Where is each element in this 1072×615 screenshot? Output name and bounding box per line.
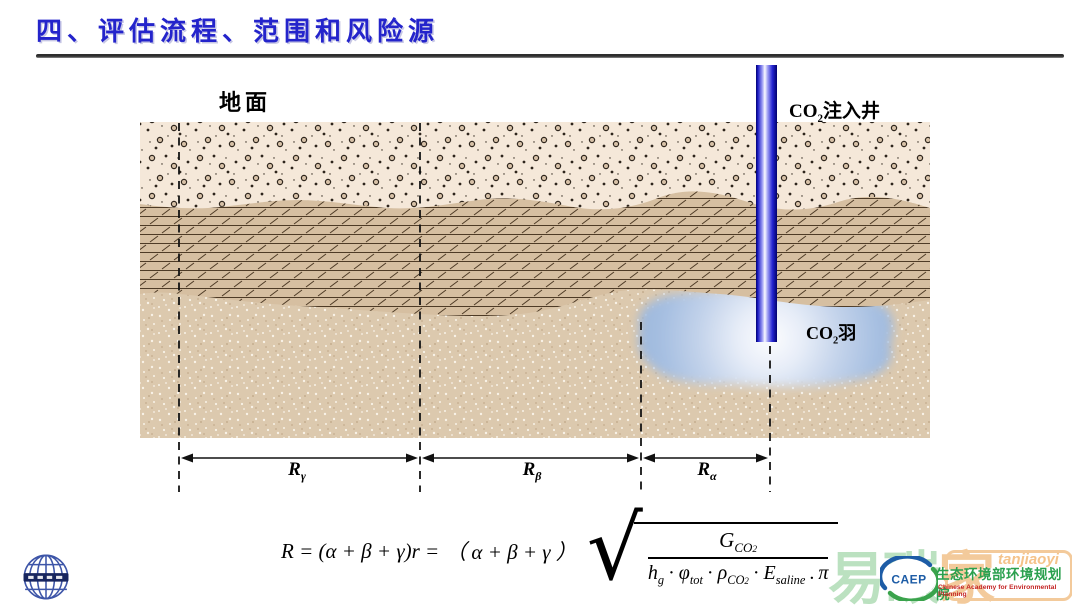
den-dot2: · bbox=[706, 562, 714, 584]
institute-name-cn: 生态环境部环境规划院 bbox=[936, 567, 1062, 602]
title-divider bbox=[36, 54, 1064, 58]
slide: { "title": "四、评估流程、范围和风险源", "diagram": {… bbox=[15, 17, 1072, 611]
r-gamma-base: R bbox=[288, 459, 301, 480]
num-sub-co: CO bbox=[734, 540, 753, 556]
num-sub-2: 2 bbox=[752, 545, 758, 556]
formula-radicand: GCO2 hg · φtot · ρCO2 · Esaline. π bbox=[633, 522, 839, 587]
r-alpha-base: R bbox=[697, 459, 711, 480]
well-label-sub2: 2 bbox=[817, 112, 824, 125]
den-h-sub: g bbox=[657, 573, 665, 587]
page-title: 四、评估流程、范围和风险源 bbox=[36, 17, 440, 46]
num-G: G bbox=[719, 528, 735, 552]
radius-arrow-gamma bbox=[181, 453, 418, 463]
den-E: E bbox=[763, 562, 776, 584]
topsoil-layer bbox=[140, 122, 930, 210]
den-dot1: · bbox=[668, 562, 675, 584]
den-E-sub: saline bbox=[775, 573, 806, 587]
r-alpha-sub: α bbox=[710, 468, 717, 483]
r-beta-sub: β bbox=[535, 468, 542, 483]
den-phi: φ bbox=[678, 562, 690, 584]
plume-label-cn: 羽 bbox=[838, 323, 857, 343]
watermark-frame bbox=[945, 550, 1072, 601]
den-dot3: · bbox=[752, 562, 760, 584]
den-rho: ρ bbox=[717, 562, 728, 584]
co2-plume-label: CO2羽 bbox=[806, 319, 857, 347]
ground-surface-label: 地面 bbox=[219, 90, 272, 115]
watermark-latin: tanjiaoyi bbox=[998, 551, 1059, 568]
radius-formula: R = (α + β + γ)r = （ α + β + γ ） √ GCO2 … bbox=[281, 497, 839, 600]
r-gamma-sub: γ bbox=[300, 468, 306, 483]
den-pi: π bbox=[818, 562, 829, 584]
injection-well-label: CO2注入井 bbox=[789, 96, 881, 125]
den-rho-sub-co: CO bbox=[727, 573, 745, 587]
den-rho-sub-2: 2 bbox=[744, 576, 749, 586]
geology-cross-section bbox=[140, 65, 930, 492]
caep-logo: CAEP bbox=[880, 556, 938, 601]
formula-paren-group: （ α + β + γ ） bbox=[445, 540, 577, 564]
formula-numerator: GCO2 bbox=[647, 528, 829, 559]
den-phi-sub: tot bbox=[689, 573, 703, 587]
well-label-cn: 注入井 bbox=[823, 101, 881, 122]
formula-denominator: hg · φtot · ρCO2 · Esaline. π bbox=[647, 559, 829, 587]
formula-lhs: R = (α + β + γ)r = bbox=[281, 538, 440, 563]
radius-arrow-beta bbox=[422, 453, 639, 463]
den-dot4: . bbox=[809, 562, 815, 584]
caep-acronym: CAEP bbox=[891, 573, 926, 587]
den-h: h bbox=[647, 562, 658, 584]
institute-name-en: Chinese Academy for Environmental Planni… bbox=[938, 584, 1057, 598]
radius-label-beta: Rβ bbox=[500, 459, 564, 484]
radius-label-alpha: Rα bbox=[675, 459, 739, 484]
globe-icon bbox=[15, 553, 77, 601]
radius-arrow-alpha bbox=[643, 453, 768, 463]
formula-sqrt: √ GCO2 hg · φtot · ρCO2 · Esaline. π bbox=[586, 497, 839, 600]
well-label-co: CO bbox=[789, 101, 818, 122]
r-beta-base: R bbox=[522, 459, 536, 480]
caprock-layer bbox=[140, 191, 930, 316]
plume-label-co: CO bbox=[806, 323, 833, 343]
injection-well bbox=[756, 65, 777, 342]
plume-label-sub2: 2 bbox=[833, 335, 839, 347]
radical-sign: √ bbox=[586, 497, 643, 600]
radius-label-gamma: Rγ bbox=[265, 459, 329, 484]
